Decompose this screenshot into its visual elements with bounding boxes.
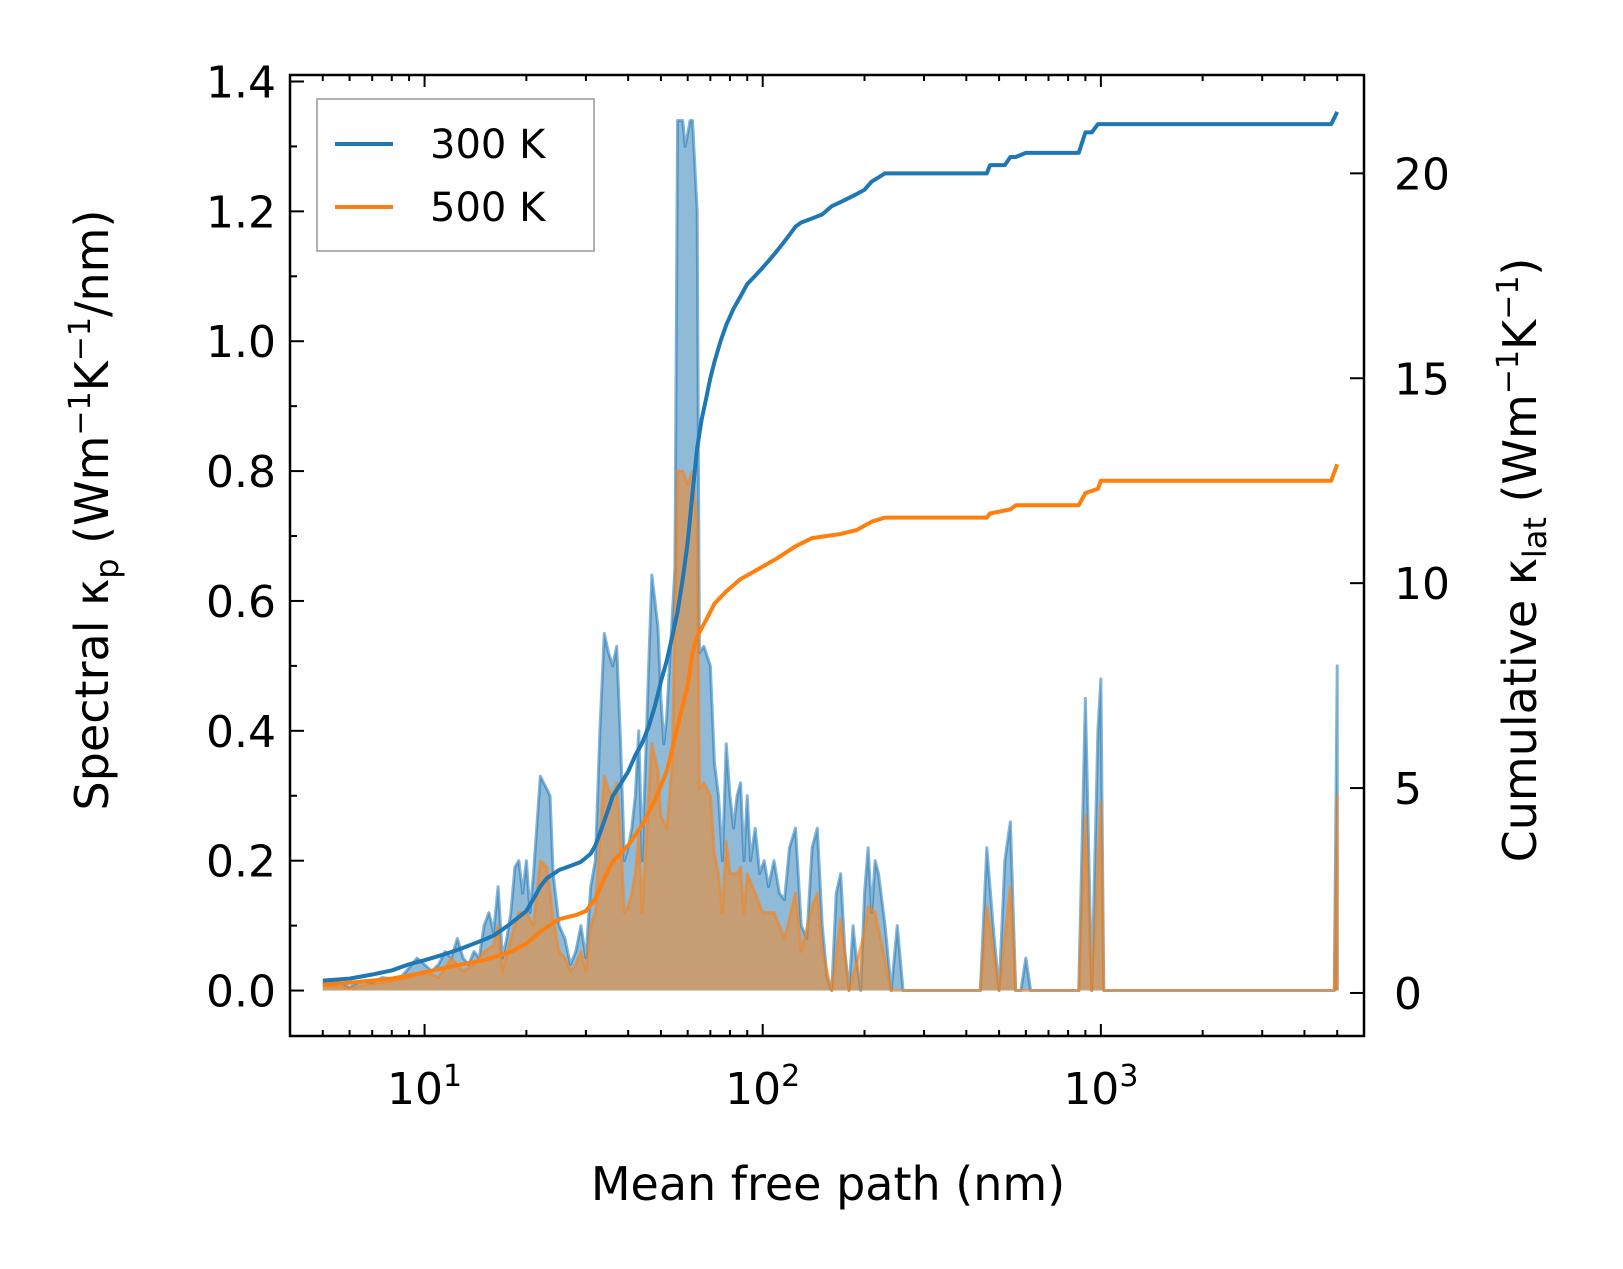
right-y-tick-label: 0 bbox=[1394, 969, 1422, 1020]
legend-label-300k: 300 K bbox=[430, 122, 547, 168]
spectral-fill-500k bbox=[322, 471, 1338, 991]
right-y-axis: 0 5 10 15 20 bbox=[1350, 149, 1450, 1020]
legend: 300 K 500 K bbox=[316, 98, 595, 252]
left-y-tick-label: 0.8 bbox=[206, 447, 276, 498]
plot-area bbox=[322, 111, 1340, 993]
x-axis-label: Mean free path (nm) bbox=[591, 1157, 1065, 1211]
left-y-tick-label: 1.4 bbox=[206, 57, 276, 108]
cumulative-line-300k bbox=[322, 111, 1340, 983]
cumulative-line-500k bbox=[322, 463, 1340, 987]
right-y-axis-label: Cumulative κlat (Wm−1K−1) bbox=[1491, 258, 1554, 863]
legend-label-500k: 500 K bbox=[430, 185, 547, 231]
legend-box bbox=[316, 98, 595, 252]
right-y-tick-label: 5 bbox=[1394, 764, 1422, 815]
right-y-tick-label: 15 bbox=[1394, 354, 1450, 405]
spectral-line-300k bbox=[322, 118, 1339, 993]
left-y-axis-label: Spectral κp (Wm−1K−1/nm) bbox=[63, 210, 126, 811]
left-y-tick-label: 1.2 bbox=[206, 187, 276, 238]
x-axis: 101 102 103 bbox=[289, 75, 1365, 1115]
x-tick-label: 101 bbox=[387, 1059, 462, 1115]
left-y-axis: 0.0 0.2 0.4 0.6 0.8 1.0 1.2 1.4 bbox=[206, 57, 304, 1018]
x-tick-label: 103 bbox=[1063, 1059, 1138, 1115]
left-y-tick-label: 0.0 bbox=[206, 967, 276, 1018]
left-y-tick-label: 0.2 bbox=[206, 837, 276, 888]
right-y-tick-label: 20 bbox=[1394, 149, 1450, 200]
right-y-tick-label: 10 bbox=[1394, 559, 1450, 610]
left-y-tick-label: 0.4 bbox=[206, 707, 276, 758]
x-tick-label: 102 bbox=[725, 1059, 800, 1115]
spectral-line-500k bbox=[322, 469, 1339, 993]
left-y-tick-label: 1.0 bbox=[206, 317, 276, 368]
left-y-tick-label: 0.6 bbox=[206, 577, 276, 628]
plot-frame bbox=[288, 73, 1366, 1038]
